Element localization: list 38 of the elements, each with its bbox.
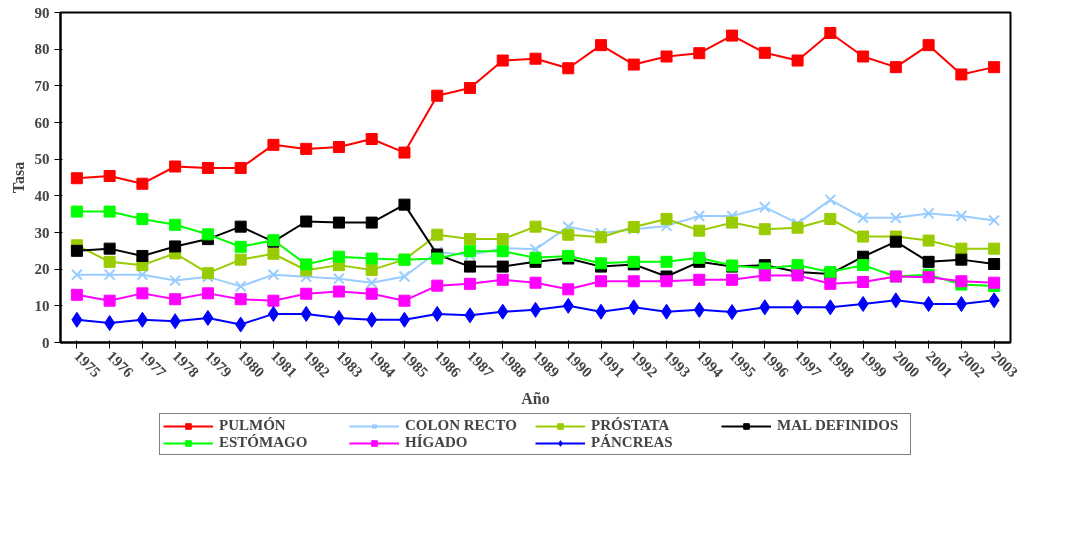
x-tick-label: 1987 — [464, 347, 498, 381]
x-tick-label: 1985 — [398, 347, 432, 381]
legend-label: HÍGADO — [405, 434, 469, 451]
x-tick-label: 1979 — [202, 347, 235, 381]
x-tick-label: 1990 — [562, 347, 596, 381]
legend-label: PRÓSTATA — [591, 417, 671, 434]
y-tick-label: 90 — [34, 4, 50, 21]
y-tick-label: 20 — [34, 261, 50, 278]
x-tick-label: 1999 — [857, 347, 890, 381]
legend-label: ESTÓMAGO — [219, 434, 309, 451]
x-tick-label: 1996 — [759, 347, 793, 381]
legend-label: COLON RECTO — [405, 417, 518, 434]
y-tick-label: 50 — [34, 151, 50, 168]
x-tick-label: 1983 — [333, 347, 366, 381]
x-axis-title: Año — [521, 389, 550, 407]
y-tick-label: 30 — [34, 224, 50, 241]
x-tick-label: 1995 — [726, 347, 759, 381]
y-tick-label: 60 — [34, 114, 50, 131]
x-tick-label: 1998 — [824, 347, 858, 381]
legend-label: PULMÓN — [219, 417, 287, 434]
legend-label: PÁNCREAS — [591, 434, 674, 451]
x-tick-label: 1975 — [71, 347, 104, 381]
y-tick-label: 40 — [34, 187, 50, 204]
x-tick-label: 1977 — [136, 347, 170, 381]
x-tick-label: 1993 — [660, 347, 694, 381]
x-tick-label: 1976 — [103, 347, 137, 381]
y-tick-label: 70 — [34, 77, 50, 94]
y-tick-label: 80 — [34, 41, 50, 58]
legend-label: MAL DEFINIDOS — [777, 417, 900, 434]
x-tick-label: 1978 — [169, 347, 203, 381]
x-tick-label: 1989 — [529, 347, 563, 381]
x-tick-label: 1980 — [235, 347, 268, 381]
y-tick-label: 10 — [34, 297, 50, 314]
x-tick-label: 1986 — [431, 347, 465, 381]
y-axis-title: Tasa — [9, 161, 27, 194]
x-tick-label: 1997 — [791, 347, 825, 381]
x-tick-label: 1988 — [497, 347, 530, 381]
y-tick-label: 0 — [42, 334, 50, 351]
